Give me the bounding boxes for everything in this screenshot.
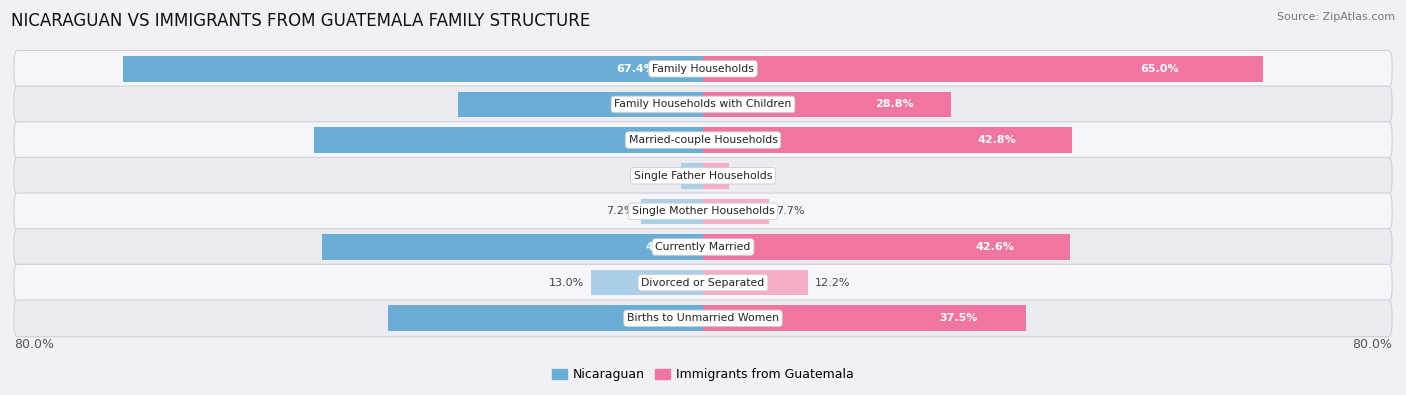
- Text: 7.7%: 7.7%: [776, 206, 804, 216]
- Bar: [458, 92, 703, 117]
- Bar: [703, 270, 808, 295]
- Text: 42.6%: 42.6%: [976, 242, 1015, 252]
- Text: Family Households with Children: Family Households with Children: [614, 100, 792, 109]
- FancyBboxPatch shape: [14, 51, 1392, 87]
- Bar: [703, 199, 769, 224]
- Text: Family Households: Family Households: [652, 64, 754, 74]
- Text: Currently Married: Currently Married: [655, 242, 751, 252]
- Bar: [703, 234, 1070, 260]
- Text: Single Mother Households: Single Mother Households: [631, 206, 775, 216]
- FancyBboxPatch shape: [14, 264, 1392, 301]
- Text: Single Father Households: Single Father Households: [634, 171, 772, 181]
- Legend: Nicaraguan, Immigrants from Guatemala: Nicaraguan, Immigrants from Guatemala: [547, 363, 859, 386]
- Bar: [122, 56, 703, 82]
- Bar: [703, 92, 950, 117]
- Text: 36.6%: 36.6%: [655, 313, 695, 324]
- Text: 28.8%: 28.8%: [875, 100, 914, 109]
- Bar: [641, 199, 703, 224]
- Bar: [591, 270, 703, 295]
- Text: 37.5%: 37.5%: [939, 313, 977, 324]
- Bar: [703, 305, 1026, 331]
- Text: 65.0%: 65.0%: [1140, 64, 1178, 74]
- Text: 13.0%: 13.0%: [548, 278, 583, 288]
- Text: 80.0%: 80.0%: [14, 338, 53, 351]
- Text: 3.0%: 3.0%: [735, 171, 763, 181]
- Text: 45.2%: 45.2%: [644, 135, 683, 145]
- Text: 44.2%: 44.2%: [645, 242, 685, 252]
- Text: 67.4%: 67.4%: [616, 64, 655, 74]
- FancyBboxPatch shape: [14, 193, 1392, 230]
- Text: Source: ZipAtlas.com: Source: ZipAtlas.com: [1277, 12, 1395, 22]
- Bar: [388, 305, 703, 331]
- Bar: [703, 163, 728, 188]
- FancyBboxPatch shape: [14, 157, 1392, 194]
- Bar: [322, 234, 703, 260]
- FancyBboxPatch shape: [14, 229, 1392, 265]
- FancyBboxPatch shape: [14, 122, 1392, 158]
- Bar: [703, 56, 1263, 82]
- Text: 80.0%: 80.0%: [1353, 338, 1392, 351]
- FancyBboxPatch shape: [14, 86, 1392, 123]
- Bar: [314, 127, 703, 153]
- Text: Divorced or Separated: Divorced or Separated: [641, 278, 765, 288]
- Text: 2.6%: 2.6%: [645, 171, 673, 181]
- Text: 7.2%: 7.2%: [606, 206, 634, 216]
- FancyBboxPatch shape: [14, 300, 1392, 337]
- Bar: [703, 127, 1071, 153]
- Text: Married-couple Households: Married-couple Households: [628, 135, 778, 145]
- Text: Births to Unmarried Women: Births to Unmarried Women: [627, 313, 779, 324]
- Text: 42.8%: 42.8%: [977, 135, 1017, 145]
- Text: 12.2%: 12.2%: [815, 278, 851, 288]
- Bar: [681, 163, 703, 188]
- Text: 28.4%: 28.4%: [666, 100, 704, 109]
- Text: NICARAGUAN VS IMMIGRANTS FROM GUATEMALA FAMILY STRUCTURE: NICARAGUAN VS IMMIGRANTS FROM GUATEMALA …: [11, 12, 591, 30]
